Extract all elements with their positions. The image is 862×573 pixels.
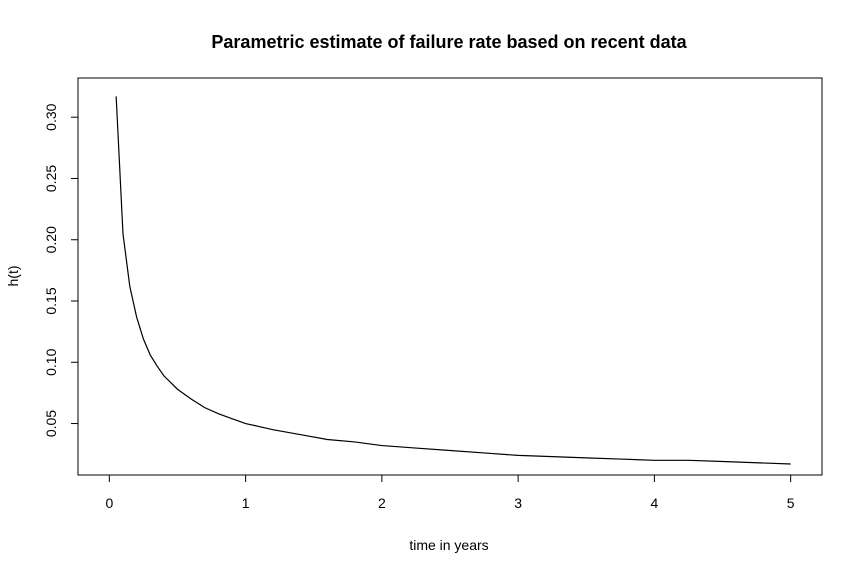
chart-title: Parametric estimate of failure rate base…: [211, 32, 687, 52]
y-tick-label: 0.25: [43, 165, 59, 192]
x-tick-label: 4: [650, 495, 658, 511]
y-axis: 0.05 0.10 0.15 0.20 0.25 0.30: [43, 103, 78, 437]
plot-frame: [77, 77, 823, 476]
y-tick-label: 0.30: [43, 103, 59, 130]
y-tick-label: 0.15: [43, 287, 59, 314]
x-tick-label: 2: [378, 495, 386, 511]
x-tick-label: 3: [514, 495, 522, 511]
y-tick-label: 0.20: [43, 226, 59, 253]
y-axis-label: h(t): [5, 266, 21, 287]
series-line: [115, 96, 791, 465]
y-tick-label: 0.10: [43, 348, 59, 375]
x-tick-label: 5: [787, 495, 795, 511]
x-tick-label: 0: [105, 495, 113, 511]
x-axis: 0 1 2 3 4 5: [105, 475, 795, 511]
x-tick-label: 1: [242, 495, 250, 511]
x-axis-label: time in years: [409, 537, 488, 553]
y-tick-label: 0.05: [43, 410, 59, 437]
